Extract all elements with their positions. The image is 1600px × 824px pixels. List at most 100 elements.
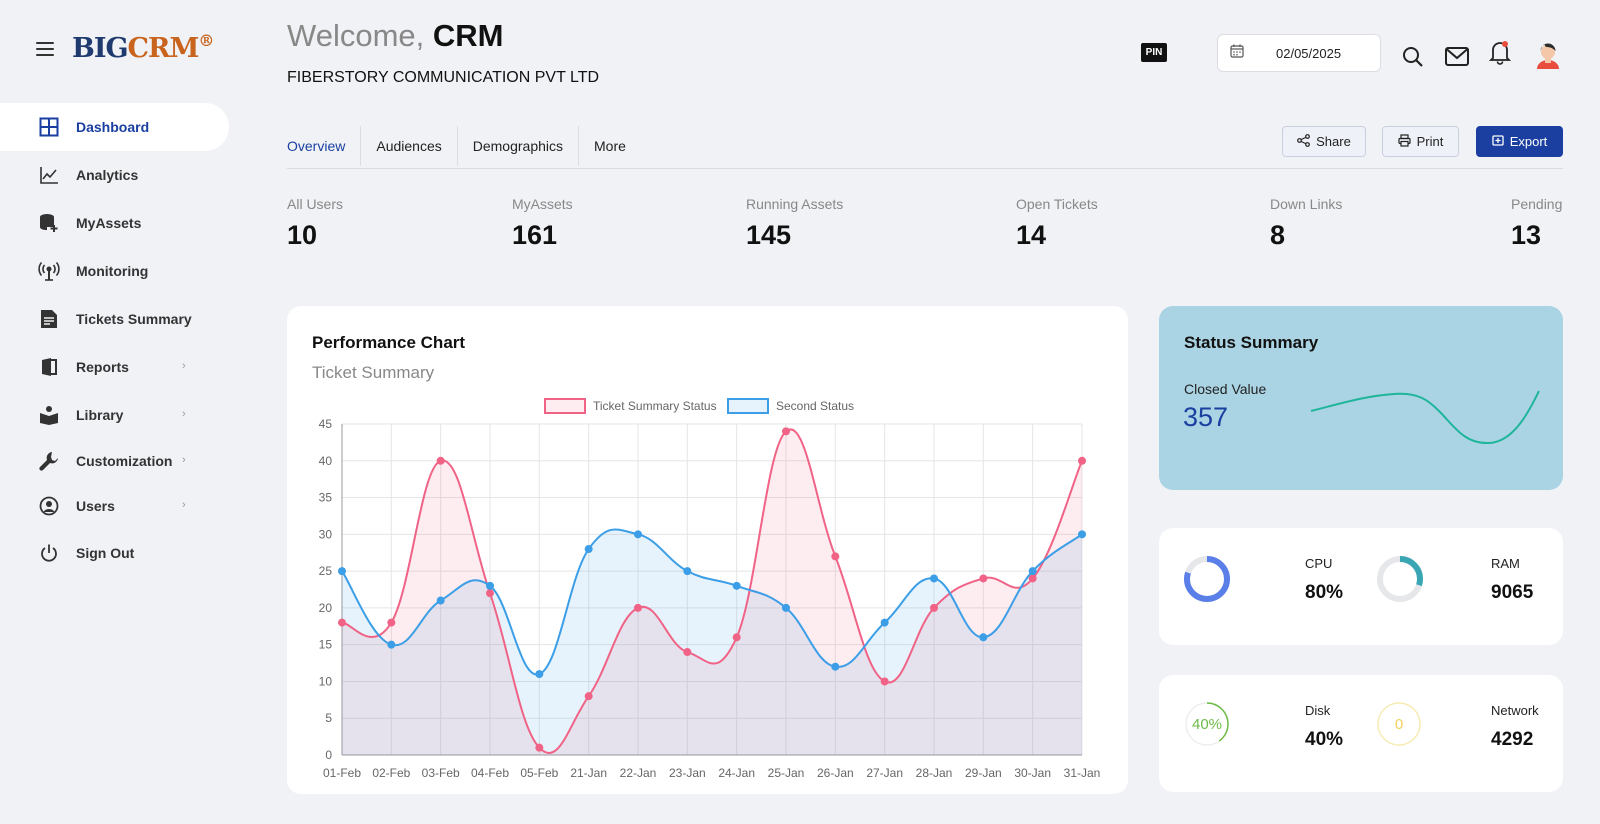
- data-point: [634, 530, 642, 539]
- sidebar-item-label: Tickets Summary: [76, 311, 192, 327]
- sidebar-item-myassets[interactable]: MyAssets: [0, 199, 240, 247]
- bell-icon[interactable]: [1488, 40, 1512, 70]
- database-add-icon: [38, 212, 60, 234]
- data-point: [387, 640, 396, 649]
- data-point: [387, 618, 396, 627]
- sidebar-item-sign-out[interactable]: Sign Out: [0, 529, 240, 577]
- y-tick-label: 40: [319, 454, 333, 468]
- tab-demographics[interactable]: Demographics: [458, 126, 580, 166]
- data-point: [436, 456, 445, 465]
- network-value: 4292: [1491, 729, 1534, 750]
- ram-label: RAM: [1491, 556, 1520, 571]
- sidebar-item-users[interactable]: Users ›: [0, 483, 240, 529]
- x-tick-label: 03-Feb: [422, 766, 460, 780]
- legend-swatch: [544, 398, 586, 414]
- sidebar-item-monitoring[interactable]: Monitoring: [0, 247, 240, 295]
- data-point: [584, 545, 593, 554]
- data-point: [535, 670, 544, 679]
- chart-subtitle: Ticket Summary: [312, 363, 435, 382]
- x-tick-label: 01-Feb: [323, 766, 361, 780]
- disk-ring-text: 40%: [1192, 716, 1222, 733]
- y-tick-label: 25: [319, 564, 333, 578]
- sidebar-item-label: Dashboard: [76, 119, 150, 135]
- x-tick-label: 29-Jan: [965, 766, 1002, 780]
- company-name: FIBERSTORY COMMUNICATION PVT LTD: [287, 69, 600, 86]
- tab-overview[interactable]: Overview: [287, 126, 362, 166]
- date-picker[interactable]: 02/05/2025: [1217, 34, 1381, 72]
- series-line: [341, 428, 1083, 754]
- sidebar-item-tickets-summary[interactable]: Tickets Summary: [0, 295, 240, 343]
- y-tick-label: 5: [325, 711, 332, 725]
- stat-pending: Pending 13: [1511, 196, 1563, 250]
- page-title: Welcome, CRM: [287, 18, 504, 53]
- data-point: [486, 581, 494, 590]
- export-button[interactable]: Export: [1476, 126, 1563, 157]
- cpu-ring: [1184, 556, 1230, 602]
- grid-icon: [38, 116, 60, 138]
- x-tick-label: 25-Jan: [768, 766, 805, 780]
- stat-running-assets: Running Assets 145: [746, 196, 844, 250]
- tab-bar: Overview Audiences Demographics More: [287, 126, 641, 166]
- data-point: [782, 603, 790, 612]
- chevron-right-icon: ›: [182, 360, 186, 372]
- hamburger-menu-icon[interactable]: [36, 42, 54, 56]
- tab-audiences[interactable]: Audiences: [361, 126, 458, 166]
- data-point: [1078, 530, 1086, 539]
- data-point: [979, 574, 988, 583]
- brand-logo[interactable]: BIGCRM®: [72, 31, 214, 64]
- sparkline: [1310, 390, 1540, 445]
- x-tick-label: 27-Jan: [866, 766, 903, 780]
- x-tick-label: 24-Jan: [718, 766, 755, 780]
- chevron-right-icon: ›: [182, 499, 186, 511]
- data-point: [880, 677, 889, 686]
- cpu-value: 80%: [1305, 582, 1344, 603]
- sidebar: BIGCRM® Dashboard Analytics MyAssets Mon…: [0, 0, 240, 824]
- data-point: [1028, 574, 1037, 583]
- share-button[interactable]: Share: [1282, 126, 1366, 157]
- sidebar-item-library[interactable]: Library ›: [0, 391, 240, 439]
- x-tick-label: 26-Jan: [817, 766, 854, 780]
- sidebar-item-customization[interactable]: Customization ›: [0, 439, 240, 483]
- legend-swatch: [727, 398, 769, 414]
- sidebar-item-label: Sign Out: [76, 545, 135, 561]
- sidebar-item-analytics[interactable]: Analytics: [0, 151, 240, 199]
- user-circle-icon: [38, 495, 60, 517]
- avatar[interactable]: [1535, 41, 1561, 69]
- data-point: [634, 603, 642, 612]
- printer-icon: [1398, 133, 1411, 150]
- y-tick-label: 30: [319, 527, 333, 541]
- series-area: [342, 529, 1082, 755]
- sidebar-nav: Dashboard Analytics MyAssets Monitoring …: [0, 103, 240, 577]
- sidebar-item-reports[interactable]: Reports ›: [0, 343, 240, 391]
- data-point: [930, 574, 938, 583]
- sidebar-item-label: Users: [76, 498, 115, 514]
- mail-icon[interactable]: [1445, 47, 1469, 71]
- ram-value: 9065: [1491, 582, 1534, 603]
- pin-icon[interactable]: PIN: [1141, 43, 1167, 62]
- y-tick-label: 35: [319, 491, 333, 505]
- legend-label: Ticket Summary Status: [593, 399, 717, 413]
- share-icon: [1297, 133, 1311, 150]
- y-tick-label: 15: [319, 638, 333, 652]
- cpu-ram-card: CPU 80% RAM 9065: [1159, 528, 1563, 645]
- data-point: [584, 692, 593, 701]
- sidebar-item-dashboard[interactable]: Dashboard: [0, 103, 229, 151]
- sidebar-item-label: Monitoring: [76, 263, 149, 279]
- data-point: [782, 427, 790, 436]
- data-point: [831, 552, 840, 561]
- search-icon[interactable]: [1402, 46, 1424, 73]
- data-point: [732, 581, 741, 590]
- data-point: [338, 567, 346, 576]
- date-value: 02/05/2025: [1276, 45, 1342, 61]
- stat-open-tickets: Open Tickets 14: [1016, 196, 1098, 250]
- performance-chart-card: 0 5 10 15 20 25 30 35 40 45 01-Feb 02-Feb 03-Feb 04-F…: [287, 306, 1128, 794]
- x-tick-label: 31-Jan: [1064, 766, 1101, 780]
- sidebar-item-label: MyAssets: [76, 215, 142, 231]
- y-tick-label: 0: [325, 748, 332, 762]
- data-point: [436, 596, 445, 605]
- power-icon: [38, 542, 60, 564]
- line-chart-icon: [38, 164, 60, 186]
- print-button[interactable]: Print: [1382, 126, 1459, 157]
- tab-more[interactable]: More: [594, 138, 626, 154]
- y-tick-label: 20: [319, 601, 333, 615]
